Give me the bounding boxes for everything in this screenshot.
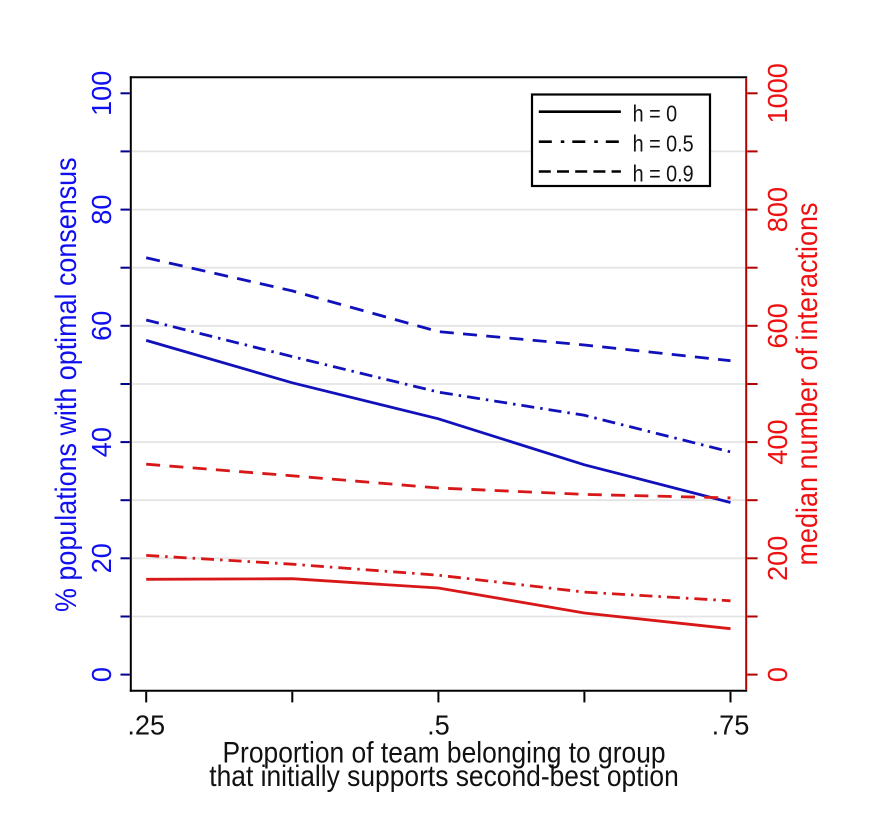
svg-text:0: 0 (86, 667, 117, 682)
svg-text:that initially supports second: that initially supports second-best opti… (209, 758, 678, 792)
svg-text:40: 40 (86, 427, 117, 457)
svg-text:0: 0 (762, 667, 793, 682)
svg-text:800: 800 (762, 187, 793, 232)
svg-text:h = 0: h = 0 (633, 101, 678, 127)
svg-text:Proportion of team belonging t: Proportion of team belonging to group (222, 735, 665, 769)
svg-text:.25: .25 (127, 709, 165, 740)
svg-text:median number of interactions: median number of interactions (791, 203, 825, 566)
svg-text:.75: .75 (712, 709, 750, 740)
svg-text:400: 400 (762, 419, 793, 464)
svg-text:600: 600 (762, 303, 793, 348)
svg-text:100: 100 (86, 71, 117, 116)
svg-text:20: 20 (86, 543, 117, 573)
svg-text:200: 200 (762, 536, 793, 581)
svg-text:80: 80 (86, 194, 117, 224)
svg-text:60: 60 (86, 311, 117, 341)
svg-text:h = 0.9: h = 0.9 (633, 161, 694, 187)
svg-text:.5: .5 (427, 709, 450, 740)
svg-text:% populations with optimal con: % populations with optimal consensus (50, 157, 84, 612)
svg-text:h = 0.5: h = 0.5 (633, 131, 694, 157)
svg-text:1000: 1000 (762, 63, 793, 123)
